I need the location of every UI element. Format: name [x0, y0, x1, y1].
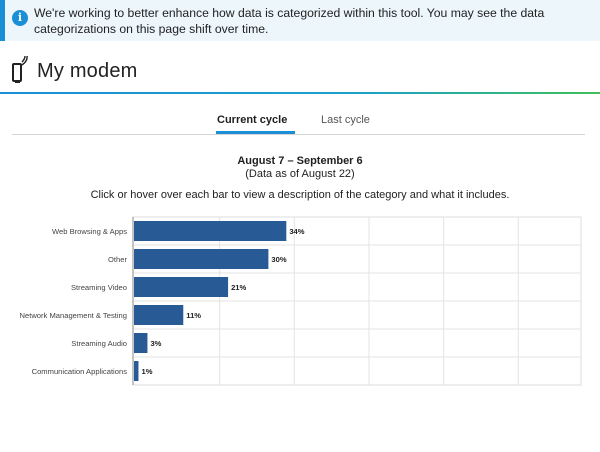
value-label: 1%: [141, 367, 152, 376]
bar-communication-applications[interactable]: [134, 361, 139, 381]
billing-period: August 7 – September 6: [237, 155, 363, 167]
value-label: 11%: [186, 311, 201, 320]
category-label: Network Management & Testing: [20, 311, 128, 320]
bar-web-browsing-apps[interactable]: [134, 221, 287, 241]
value-label: 21%: [231, 283, 246, 292]
data-as-of: (Data as of August 22): [245, 168, 355, 180]
category-label: Communication Applications: [32, 367, 128, 376]
value-label: 30%: [271, 255, 286, 264]
info-banner: i We're working to better enhance how da…: [0, 0, 600, 41]
chart-instructions: Click or hover over each bar to view a d…: [90, 189, 510, 201]
bar-streaming-video[interactable]: [134, 277, 229, 297]
banner-message: We're working to better enhance how data…: [34, 6, 545, 36]
bar-streaming-audio[interactable]: [134, 333, 148, 353]
header-divider: [0, 92, 600, 94]
value-label: 3%: [150, 339, 161, 348]
tab-current-cycle[interactable]: Current cycle: [217, 114, 288, 126]
cycle-tabs: Current cycle Last cycle: [12, 108, 585, 135]
usage-bar-chart: Web Browsing & Apps 34% Other 30% Streaming …: [20, 216, 582, 386]
bar-other[interactable]: [134, 249, 269, 269]
category-label: Web Browsing & Apps: [52, 227, 127, 236]
modem-icon: [12, 56, 28, 83]
value-label: 34%: [289, 227, 304, 236]
info-icon: i: [12, 10, 28, 26]
category-label: Streaming Video: [71, 283, 127, 292]
page-title: My modem: [37, 60, 138, 82]
bar-network-management-testing[interactable]: [134, 305, 184, 325]
category-label: Streaming Audio: [71, 339, 127, 348]
tab-last-cycle[interactable]: Last cycle: [321, 114, 370, 126]
category-label: Other: [108, 255, 127, 264]
banner-accent-bar: [0, 0, 5, 41]
active-tab-indicator: [216, 131, 295, 134]
